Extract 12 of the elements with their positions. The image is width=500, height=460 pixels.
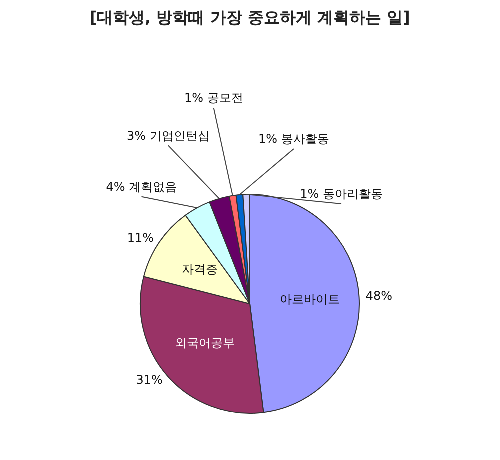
slice-label: 1% 봉사활동 — [258, 132, 330, 146]
data-label: 31% — [136, 372, 163, 387]
slice-label: 아르바이트 — [280, 292, 340, 306]
slice-label: 자격증 — [182, 262, 218, 276]
chart-title: [대학생, 방학때 가장 중요하게 계획하는 일] — [88, 8, 412, 29]
slice-label: 4% 계획없음 — [106, 180, 178, 194]
slice-label: 1% 동아리활동 — [300, 187, 383, 202]
data-label: 11% — [127, 230, 154, 245]
slice-label: 1% 공모전 — [184, 91, 244, 106]
data-label: 48% — [366, 288, 393, 303]
slice-label: 3% 기업인턴십 — [126, 128, 210, 143]
slice-label: 외국어공부 — [174, 336, 235, 350]
